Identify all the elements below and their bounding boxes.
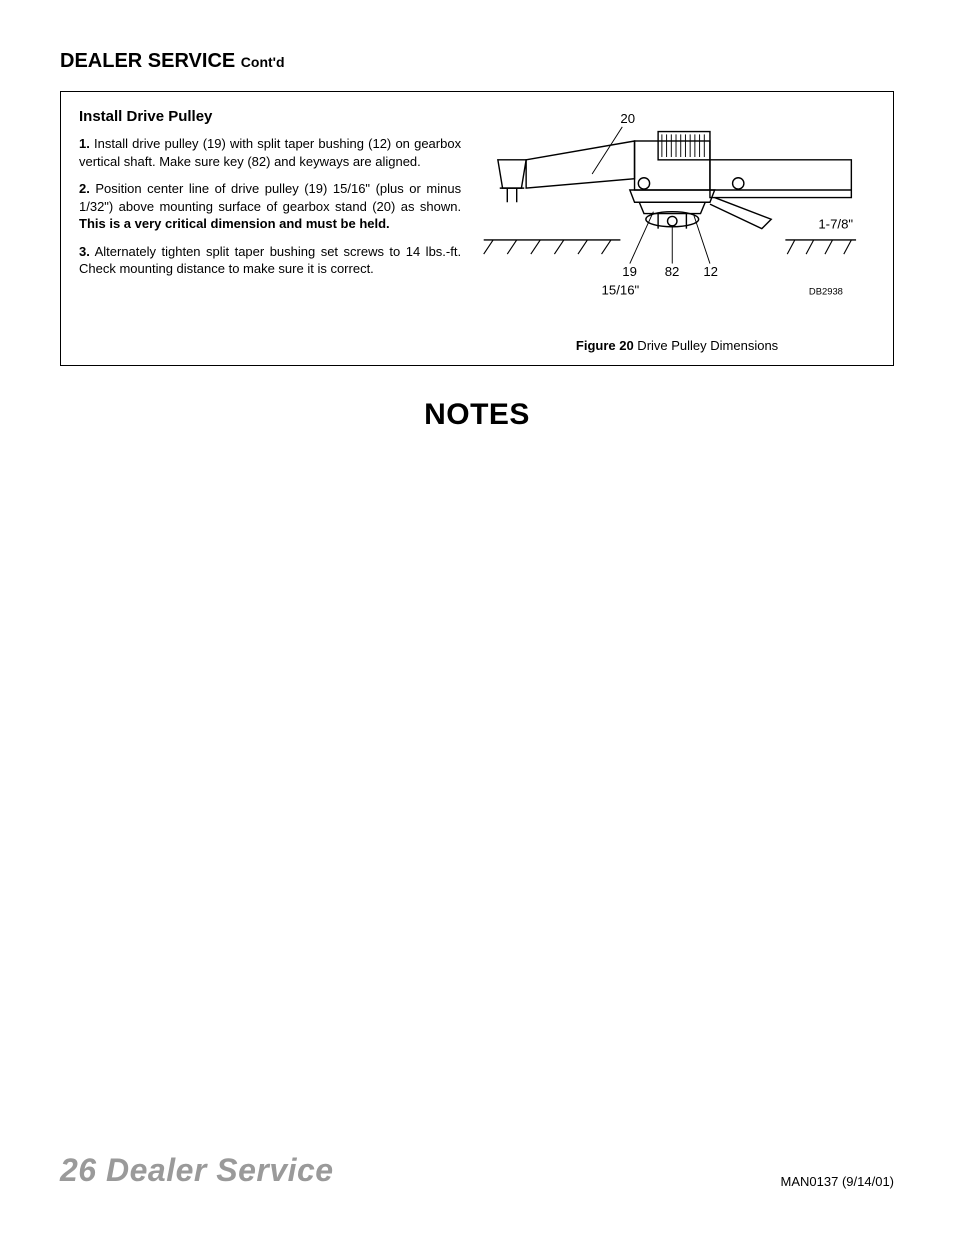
para-text: Position center line of drive pulley (19… [79,181,461,214]
header-contd: Cont'd [241,54,285,70]
footer-section-name: Dealer Service [106,1152,334,1188]
callout-12: 12 [703,264,718,279]
footer-page-number: 26 [60,1152,97,1188]
paragraph-3: 3. Alternately tighten split taper bushi… [79,243,461,278]
paragraph-2: 2. Position center line of drive pulley … [79,180,461,233]
section-header: DEALER SERVICE Cont'd [60,50,894,73]
dimension-right: 1-7/8" [818,217,853,232]
diagram-ref: DB2938 [809,286,843,297]
para-number: 3. [79,244,90,259]
section-subtitle: Install Drive Pulley [79,108,461,125]
callout-20: 20 [620,111,635,126]
para-bold: This is a very critical dimension and mu… [79,216,390,231]
figure-caption-text: Drive Pulley Dimensions [634,338,779,353]
footer-left: 26 Dealer Service [60,1152,334,1189]
figure-column: 20 19 82 12 15/16" 1-7/8" DB2938 Figure … [479,108,875,353]
figure-number: Figure 20 [576,338,634,353]
callout-19: 19 [622,264,637,279]
dimension-left: 15/16" [602,283,640,298]
notes-heading: NOTES [60,398,894,432]
para-text: Alternately tighten split taper bushing … [79,244,461,277]
page-footer: 26 Dealer Service MAN0137 (9/14/01) [60,1152,894,1189]
footer-doc-ref: MAN0137 (9/14/01) [781,1174,894,1189]
paragraph-1: 1. Install drive pulley (19) with split … [79,135,461,170]
para-number: 1. [79,136,90,151]
instruction-column: Install Drive Pulley 1. Install drive pu… [79,108,461,288]
header-title: DEALER SERVICE [60,50,235,72]
callout-82: 82 [665,264,680,279]
para-number: 2. [79,181,90,196]
figure-caption: Figure 20 Drive Pulley Dimensions [479,338,875,353]
drive-pulley-diagram: 20 19 82 12 15/16" 1-7/8" DB2938 [479,108,875,325]
content-box: Install Drive Pulley 1. Install drive pu… [60,91,894,366]
para-text: Install drive pulley (19) with split tap… [79,136,461,169]
